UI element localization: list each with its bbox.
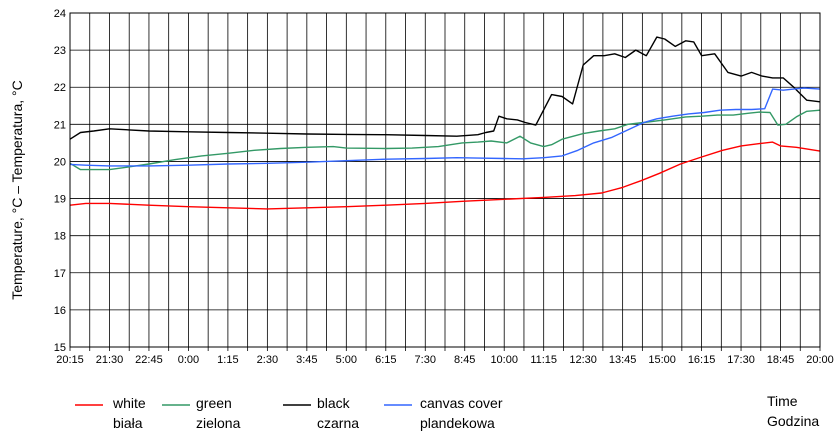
x-tick-label: 15:00	[648, 354, 676, 366]
x-tick-label: 17:30	[727, 354, 755, 366]
y-tick-label: 18	[54, 231, 66, 243]
legend-black-label: black	[317, 395, 351, 411]
y-tick-label: 22	[54, 82, 66, 94]
y-tick-label: 19	[54, 194, 66, 206]
y-axis-ticks: 15 16 17 18 19 20 21 22 23 24	[54, 8, 66, 354]
series-line-black	[69, 36, 821, 140]
series-group	[69, 36, 821, 210]
plot-frame	[69, 12, 821, 348]
x-tick-label: 22:45	[135, 354, 163, 366]
x-tick-label: 20:15	[56, 354, 84, 366]
y-tick-label: 20	[54, 156, 66, 168]
x-tick-label: 7:30	[415, 354, 436, 366]
grid	[69, 12, 821, 351]
x-tick-label: 18:45	[767, 354, 795, 366]
x-tick-label: 2:30	[257, 354, 278, 366]
legend-canvas-cover-label-pl: plandekowa	[420, 415, 495, 431]
x-tick-label: 21:30	[96, 354, 124, 366]
y-tick-label: 15	[54, 342, 66, 354]
x-tick-label: 12:30	[569, 354, 597, 366]
x-tick-label: 13:45	[609, 354, 637, 366]
legend-white-label: white	[112, 395, 146, 411]
x-tick-label: 20:00	[806, 354, 834, 366]
x-axis-label-pl: Godzina	[767, 413, 819, 429]
x-tick-label: 0:00	[178, 354, 199, 366]
x-tick-label: 6:15	[375, 354, 396, 366]
x-axis-label-en: Time	[767, 393, 798, 409]
y-tick-label: 24	[54, 8, 66, 20]
legend-canvas-cover-label: canvas cover	[420, 395, 503, 411]
x-tick-label: 10:00	[490, 354, 518, 366]
legend-white-label-pl: biała	[113, 415, 143, 431]
x-tick-label: 11:15	[530, 354, 557, 366]
x-axis-ticks: 20:15 21:30 22:45 0:00 1:15 2:30 3:45 5:00 6:15 7…	[56, 354, 834, 366]
x-tick-label: 1:15	[217, 354, 238, 366]
legend-green-label: green	[196, 395, 232, 411]
x-tick-label: 3:45	[296, 354, 317, 366]
x-tick-label: 8:45	[454, 354, 475, 366]
y-axis-label: Temperature, °C – Temperatura, °C	[9, 80, 25, 299]
series-line-green	[69, 109, 821, 171]
y-tick-label: 16	[54, 305, 66, 317]
series-line-white	[69, 141, 821, 210]
legend-black-label-pl: czarna	[317, 415, 359, 431]
x-tick-label: 5:00	[336, 354, 357, 366]
y-tick-label: 21	[54, 119, 66, 131]
y-tick-label: 23	[54, 45, 66, 57]
y-tick-label: 17	[54, 268, 66, 280]
x-tick-label: 16:15	[688, 354, 716, 366]
series-line-canvas-cover	[69, 87, 821, 167]
legend: white biała green zielona black czarna canvas …	[75, 395, 503, 431]
legend-green-label-pl: zielona	[196, 415, 241, 431]
